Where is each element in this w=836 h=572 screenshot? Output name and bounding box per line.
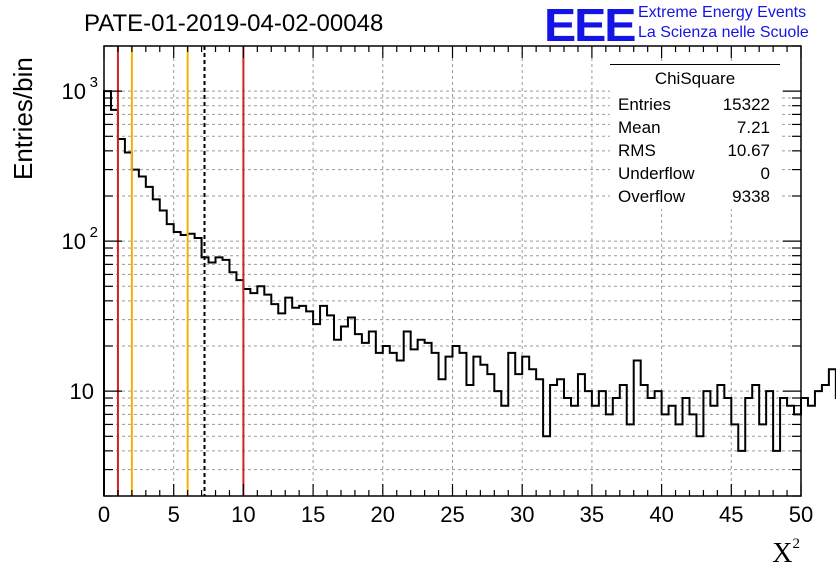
stats-box: ChiSquare Entries 15322 Mean 7.21 RMS 10…: [610, 64, 780, 209]
stats-title: ChiSquare: [654, 69, 736, 88]
stats-row-entries: Entries 15322: [618, 95, 770, 117]
stats-label: RMS: [618, 141, 656, 160]
y-tick-label: 10: [70, 379, 94, 404]
x-tick-label: 0: [98, 502, 110, 527]
y-tick-label-base: 10: [62, 79, 86, 104]
x-tick-label: 45: [719, 502, 743, 527]
eee-logo-mark: EEE: [544, 0, 636, 51]
stats-label: Overflow: [618, 187, 686, 206]
logo-line-2: La Scienza nelle Scuole: [638, 24, 809, 41]
x-tick-label: 30: [510, 502, 534, 527]
grid-layer: [104, 46, 801, 496]
x-tick-label: 15: [301, 502, 325, 527]
chart-title: PATE-01-2019-04-02-00048: [84, 10, 384, 37]
stats-row-rms: RMS 10.67: [618, 141, 770, 163]
stats-label: Entries: [618, 95, 671, 114]
stats-value: 9338: [732, 187, 770, 206]
y-tick-label-base: 10: [70, 379, 94, 404]
x-axis-label-base: X: [772, 538, 793, 569]
stats-value: 0: [760, 164, 770, 183]
stats-row-underflow: Underflow 0: [618, 164, 770, 186]
marker-lines: [116, 46, 245, 496]
x-tick-label: 5: [168, 502, 180, 527]
x-axis-label-sup: 2: [792, 536, 801, 552]
stats-label: Mean: [618, 118, 661, 137]
x-tick-label: 50: [789, 502, 813, 527]
stats-value: 7.21: [736, 118, 770, 137]
y-tick-label: 10 3: [62, 74, 98, 104]
y-tick-label: 10 2: [62, 224, 98, 254]
stats-value: 10.67: [727, 141, 770, 160]
stats-value: 15322: [722, 95, 770, 114]
x-tick-label: 20: [371, 502, 395, 527]
y-axis-label: Entries/bin: [8, 57, 38, 180]
histogram-outline: [103, 90, 836, 496]
x-tick-label: 40: [649, 502, 673, 527]
stats-label: Underflow: [618, 164, 695, 183]
x-tick-label: 35: [580, 502, 604, 527]
x-tick-label: 10: [231, 502, 255, 527]
x-axis-label: X2: [772, 536, 800, 570]
y-tick-label-base: 10: [62, 229, 86, 254]
histogram-layer: [103, 90, 836, 496]
logo-line-1: Extreme Energy Events: [638, 4, 807, 21]
stats-row-overflow: Overflow 9338: [618, 187, 770, 209]
eee-logo: EEE Extreme Energy Events La Scienza nel…: [544, 0, 834, 51]
y-tick-label-exp: 2: [90, 224, 98, 241]
stats-row-mean: Mean 7.21: [618, 118, 770, 140]
y-tick-label-exp: 3: [90, 74, 98, 91]
y-axis-label-wrap: Entries/bin: [8, 57, 38, 181]
x-tick-label: 25: [440, 502, 464, 527]
